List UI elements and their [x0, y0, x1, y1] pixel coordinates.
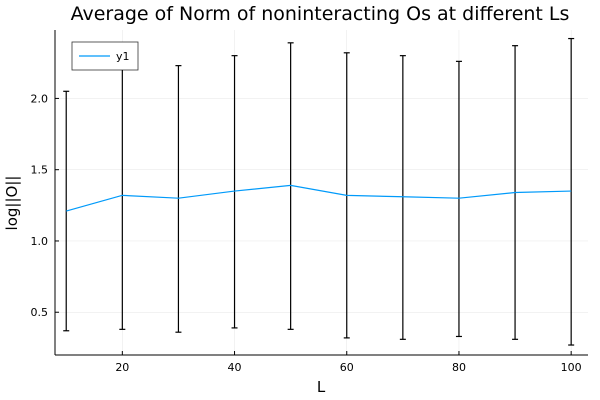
series-line	[66, 184, 572, 212]
y-tick-label: 0.5	[31, 306, 49, 319]
grid	[55, 30, 588, 355]
y-tick-label: 1.0	[31, 235, 49, 248]
y-tick-label: 2.0	[31, 92, 49, 105]
x-tick-label: 40	[228, 361, 242, 374]
series	[66, 184, 572, 212]
x-tick-label: 60	[340, 361, 354, 374]
error-bars	[63, 37, 575, 346]
y-tick-label: 1.5	[31, 164, 49, 177]
legend: y1	[71, 41, 139, 71]
x-tick-label: 20	[115, 361, 129, 374]
x-tick-label: 100	[561, 361, 582, 374]
legend-label: y1	[116, 50, 130, 63]
x-axis-label: L	[317, 378, 326, 396]
axes: 20 40 60 80 100 0.5 1.0 1.5 2.0	[31, 30, 588, 374]
x-tick-label: 80	[452, 361, 466, 374]
chart-title: Average of Norm of noninteracting Os at …	[71, 3, 570, 25]
y-axis-label: log||O||	[3, 176, 21, 231]
